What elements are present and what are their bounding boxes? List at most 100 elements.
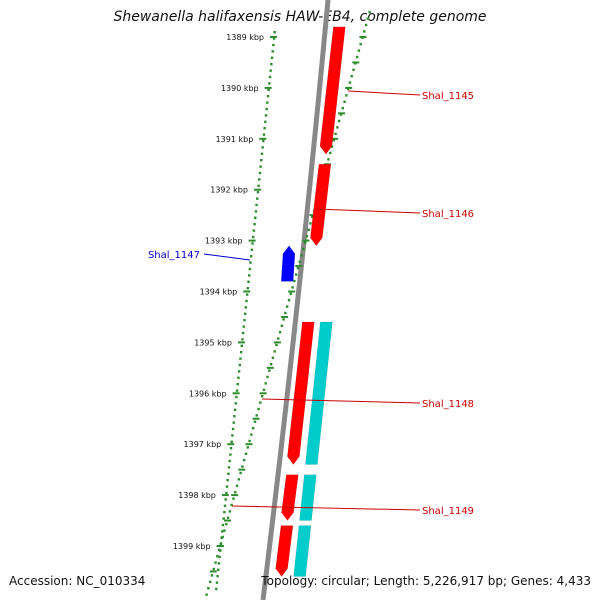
ruler-minor-tick	[252, 229, 256, 232]
ruler-minor-tick	[241, 338, 244, 341]
ruler-minor-tick	[231, 427, 235, 431]
ruler-minor-tick	[262, 133, 266, 136]
ruler-minor-tick	[253, 223, 256, 226]
cds-feature	[293, 525, 312, 577]
ruler-minor-tick	[246, 287, 250, 290]
ruler-minor-tick	[241, 331, 245, 335]
ruler-minor-tick	[268, 82, 271, 85]
genome-backbone	[260, 0, 331, 600]
ruler-minor-tick	[251, 242, 254, 245]
ruler-minor-tick	[255, 203, 258, 207]
ruler-minor-tick	[217, 562, 221, 565]
gene-arrow	[310, 164, 332, 247]
ruler-minor-tick	[250, 433, 253, 436]
gene-label-leader	[231, 505, 421, 511]
ruler-minor-tick	[210, 574, 214, 577]
ruler-minor-tick	[368, 11, 371, 14]
ruler-minor-tick	[330, 145, 334, 148]
ruler-minor-tick	[266, 95, 270, 98]
ruler-minor-tick	[215, 587, 218, 591]
ruler-minor-tick	[271, 356, 275, 359]
ruler-minor-tick	[218, 555, 221, 559]
ruler-minor-tick	[234, 402, 237, 405]
gene-label: Shal_1148	[422, 399, 474, 410]
ruler-minor-tick	[239, 357, 242, 360]
gene-label: Shal_1149	[422, 506, 474, 517]
ruler-minor-tick	[229, 453, 232, 456]
ruler-minor-tick	[246, 446, 249, 449]
ruler-minor-tick	[260, 152, 264, 155]
ruler-minor-tick	[252, 235, 255, 239]
ruler-minor-tick	[264, 120, 267, 123]
gene-arrow	[281, 474, 299, 521]
ruler-minor-tick	[225, 523, 228, 526]
ruler-minor-tick	[341, 107, 344, 110]
ruler-minor-tick	[346, 87, 350, 91]
ruler-minor-tick	[241, 465, 244, 468]
ruler-minor-tick	[327, 158, 330, 161]
ruler-minor-tick	[289, 292, 292, 295]
ruler-minor-tick	[225, 491, 228, 495]
ruler-minor-tick	[254, 210, 258, 213]
ruler-minor-tick	[268, 75, 272, 79]
ruler-minor-tick	[298, 260, 301, 263]
ruler-minor-tick	[240, 344, 243, 347]
ruler-minor-tick	[266, 101, 269, 104]
ruler-minor-tick	[230, 440, 233, 443]
ruler-minor-tick	[230, 503, 233, 507]
ruler-label: 1395 kbp	[194, 338, 232, 347]
ruler-minor-tick	[221, 523, 225, 527]
ruler-minor-tick	[249, 261, 252, 264]
ruler-minor-tick	[270, 56, 274, 59]
ruler-label: 1399 kbp	[173, 542, 211, 551]
ruler-label: 1398 kbp	[178, 491, 216, 500]
ruler-minor-tick	[251, 427, 255, 430]
ruler-minor-tick	[223, 529, 226, 532]
ruler-minor-tick	[232, 421, 235, 424]
ruler-minor-tick	[216, 575, 219, 578]
ruler-minor-tick	[269, 69, 272, 72]
ruler-minor-tick	[248, 439, 251, 443]
ruler-minor-tick	[214, 561, 217, 564]
gene-label-leader	[261, 398, 421, 404]
ruler-minor-tick	[245, 293, 249, 296]
map-title: Shewanella halifaxensis HAW-EB4, complet…	[113, 9, 487, 25]
ruler-minor-tick	[219, 542, 223, 545]
gene-label: Shal_1147	[148, 250, 200, 261]
ruler-minor-tick	[243, 312, 247, 315]
ruler-minor-tick	[291, 286, 294, 289]
ruler-label: 1390 kbp	[221, 84, 259, 93]
ruler-minor-tick	[300, 254, 303, 257]
ruler-minor-tick	[217, 548, 221, 551]
ruler-minor-tick	[235, 395, 238, 399]
ruler-minor-tick	[269, 363, 273, 366]
ruler-minor-tick	[268, 369, 271, 372]
ruler-minor-tick	[334, 132, 337, 135]
ruler-minor-tick	[239, 471, 242, 475]
ruler-minor-tick	[224, 498, 227, 501]
ruler-minor-tick	[234, 491, 237, 494]
ruler-minor-tick	[355, 55, 359, 59]
gene-arrow	[280, 245, 296, 282]
ruler-minor-tick	[226, 479, 229, 482]
ruler-minor-tick	[216, 555, 219, 558]
ruler-minor-tick	[221, 535, 224, 539]
ruler-minor-tick	[233, 415, 236, 418]
ruler-minor-tick	[222, 517, 225, 520]
ruler-minor-tick	[207, 587, 210, 590]
ruler-minor-tick	[243, 319, 246, 322]
ruler-minor-tick	[271, 50, 274, 53]
ruler-minor-tick	[260, 159, 263, 162]
gene-arrow	[287, 321, 315, 465]
ruler-minor-tick	[258, 178, 261, 181]
ruler-minor-tick	[286, 305, 289, 308]
ruler-minor-tick	[247, 280, 250, 283]
ruler-minor-tick	[257, 407, 260, 411]
ruler-minor-tick	[255, 414, 258, 417]
ruler-minor-tick	[278, 331, 282, 334]
ruler-minor-tick	[261, 146, 264, 149]
ruler-minor-tick	[366, 17, 370, 20]
ruler-minor-tick	[273, 350, 276, 353]
